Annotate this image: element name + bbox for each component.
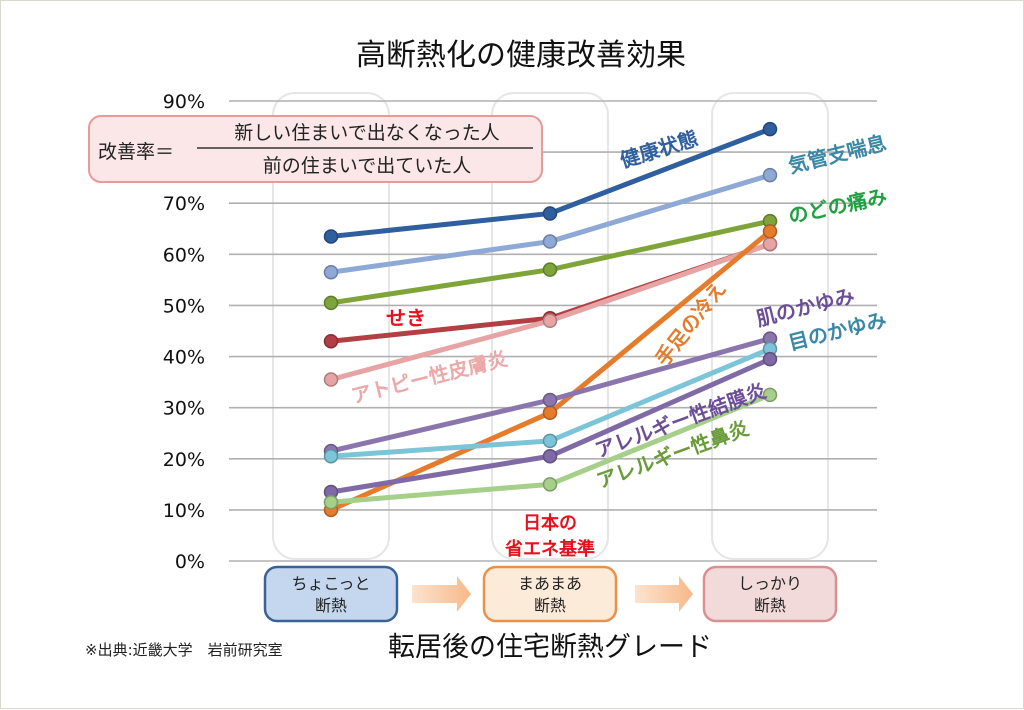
column-frame-3 — [711, 92, 829, 560]
data-point — [323, 494, 339, 510]
series-label-4: せき — [386, 306, 426, 330]
series-2 — [323, 167, 778, 280]
progress-arrow-1 — [412, 576, 471, 612]
column-frame-1 — [272, 92, 390, 560]
data-point — [323, 295, 339, 311]
category-box-bg — [482, 565, 618, 623]
data-point — [323, 448, 339, 464]
y-tick-label: 40% — [163, 347, 205, 369]
y-tick-label: 30% — [163, 398, 205, 420]
x-tick-label: 断熱 — [754, 596, 786, 615]
formula-denominator: 前の住まいで出ていた人 — [263, 155, 471, 177]
column-frames — [272, 92, 829, 560]
formula-box: 改善率＝ 新しい住まいで出なくなった人 前の住まいで出ていた人 — [88, 115, 543, 183]
data-point — [762, 167, 778, 183]
x-tick-label: 断熱 — [315, 596, 347, 615]
source-note: ※出典:近畿大学 岩前研究室 — [85, 641, 283, 659]
data-point — [762, 121, 778, 137]
y-tick-label: 70% — [163, 193, 205, 215]
y-tick-label: 50% — [163, 295, 205, 317]
y-tick-label: 10% — [163, 500, 205, 522]
formula-box-bg — [88, 115, 543, 183]
data-point — [542, 448, 558, 464]
data-point — [542, 405, 558, 421]
x-tick-label: 断熱 — [534, 596, 566, 615]
series-label-3: のどの痛み — [786, 184, 889, 228]
data-point — [762, 224, 778, 239]
data-point — [323, 229, 339, 244]
series-lines — [323, 121, 778, 518]
series-line — [328, 172, 773, 275]
data-point — [542, 206, 558, 221]
series-8 — [323, 341, 778, 464]
chart-title: 高断熱化の健康改善効果 — [356, 38, 686, 73]
y-tick-label: 90% — [163, 91, 205, 113]
data-point — [762, 351, 778, 367]
category-box-bg — [702, 565, 838, 623]
data-point — [542, 392, 558, 408]
series-3 — [323, 213, 778, 311]
y-tick-label: 60% — [163, 244, 205, 266]
x-tick-label: まあまあ — [518, 574, 582, 593]
x-tick-label: ちょこっと — [292, 574, 371, 593]
formula-label: 改善率＝ — [98, 141, 174, 163]
standard-label-line2: 省エネ基準 — [504, 538, 595, 560]
x-tick-label: しっかり — [738, 574, 802, 593]
series-10 — [323, 387, 778, 510]
progress-arrow-2 — [635, 576, 693, 612]
data-point — [542, 433, 558, 449]
x-axis-label: 転居後の住宅断熱グレード — [388, 632, 712, 663]
y-tick-label: 0% — [175, 551, 205, 573]
series-5 — [323, 236, 778, 387]
data-point — [323, 372, 339, 387]
data-point — [762, 387, 778, 403]
formula-numerator: 新しい住まいで出なくなった人 — [234, 122, 499, 144]
series-label-2: 気管支喘息 — [786, 130, 889, 177]
data-point — [323, 264, 339, 280]
data-point — [542, 477, 558, 492]
data-point — [762, 236, 778, 252]
series-label-1: 健康状態 — [617, 126, 701, 172]
y-tick-label: 20% — [163, 449, 205, 471]
data-point — [542, 262, 558, 277]
data-point — [323, 333, 339, 349]
series-9 — [323, 351, 778, 500]
category-box-bg — [263, 565, 399, 623]
data-point — [542, 234, 558, 249]
data-point — [542, 313, 558, 329]
standard-label-line1: 日本の — [523, 512, 577, 534]
series-1 — [323, 121, 778, 244]
